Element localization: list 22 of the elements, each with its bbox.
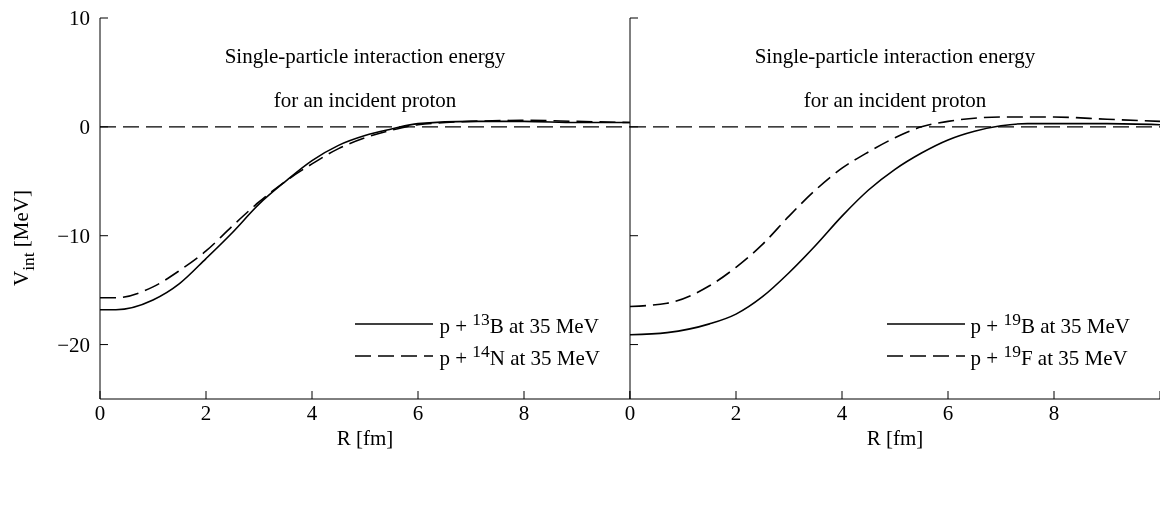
y-tick-label: 10 — [69, 6, 90, 31]
x-tick-label: 8 — [1048, 400, 1060, 425]
text: Single-particle interaction energy for an incident proton — [223, 43, 507, 114]
legend-label: p + $^{13}$B at 35 MeV — [439, 309, 599, 339]
x-tick-label: 6 — [412, 400, 424, 425]
x-tick-label: 6 — [942, 400, 954, 425]
text: Single-particle interaction energy for an incident proton — [753, 43, 1037, 114]
x-axis-title: R [fm] — [866, 426, 924, 450]
x-tick-label: 8 — [518, 400, 530, 425]
x-tick-label: 0 — [94, 400, 106, 425]
x-tick-label: 4 — [306, 400, 318, 425]
x-tick-label: 2 — [200, 400, 212, 425]
legend-label: p + $^{19}$B at 35 MeV — [970, 309, 1130, 339]
x-axis-title: R [fm] — [336, 426, 394, 450]
x-tick-label: 4 — [836, 400, 848, 425]
y-tick-label: −20 — [57, 333, 90, 358]
x-tick-label: 0 — [624, 400, 636, 425]
y-tick-label: 0 — [79, 115, 90, 140]
y-tick-label: −10 — [57, 224, 90, 249]
legend-label: p + $^{19}$F at 35 MeV — [970, 341, 1128, 371]
x-tick-label: 2 — [730, 400, 742, 425]
legend-label: p + $^{14}$N at 35 MeV — [439, 341, 600, 371]
